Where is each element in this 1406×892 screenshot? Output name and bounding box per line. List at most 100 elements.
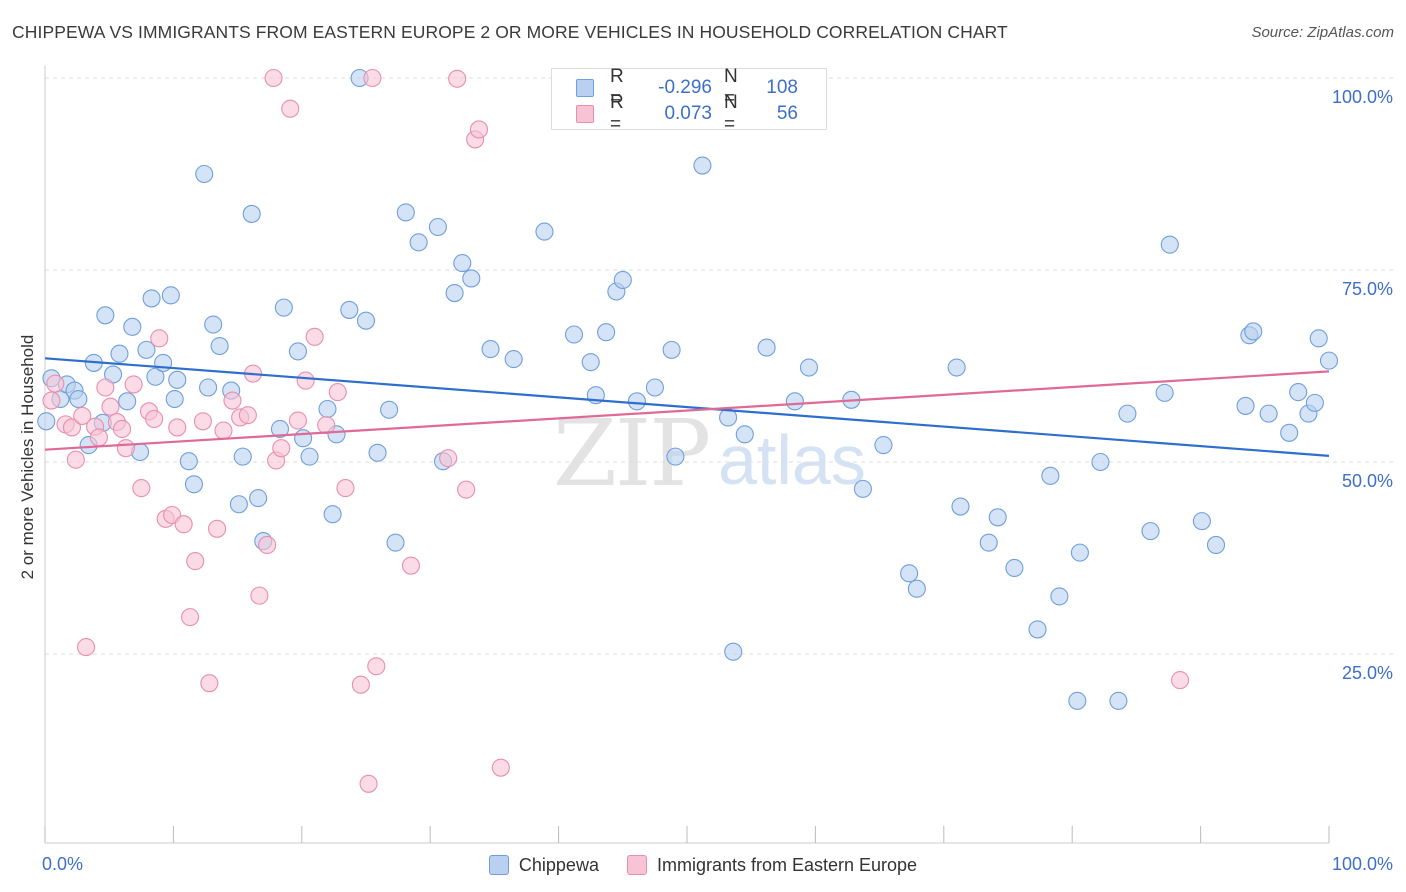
data-point <box>112 419 132 439</box>
chippewa-swatch <box>576 79 594 97</box>
data-point <box>693 156 712 175</box>
data-point <box>242 204 261 223</box>
data-point <box>491 758 510 777</box>
data-point <box>199 378 218 397</box>
data-point <box>469 120 489 139</box>
data-point <box>1028 620 1047 639</box>
data-point <box>947 358 966 377</box>
data-point <box>204 315 223 334</box>
data-point <box>281 99 300 118</box>
data-point <box>1160 235 1179 254</box>
legend-item-chippewa[interactable]: Chippewa <box>488 854 599 876</box>
data-point <box>453 254 472 273</box>
data-point <box>145 409 164 429</box>
data-point <box>249 489 268 508</box>
data-point <box>386 533 405 552</box>
data-point <box>1155 383 1174 402</box>
series-legend: Chippewa Immigrants from Eastern Europe <box>0 852 1406 878</box>
data-point <box>193 412 212 431</box>
data-point <box>1192 512 1211 531</box>
data-point <box>666 447 685 466</box>
data-point <box>448 69 467 88</box>
legend-row-immigrants: R = 0.073 N = 56 <box>576 92 798 135</box>
trend-lines <box>44 357 1330 457</box>
data-point <box>785 392 804 411</box>
legend-row-chippewa: R = -0.296 N = 108 <box>576 66 798 109</box>
data-point <box>428 217 447 237</box>
data-point <box>504 350 523 369</box>
r-label: R = <box>610 66 624 109</box>
chart-title: CHIPPEWA VS IMMIGRANTS FROM EASTERN EURO… <box>12 22 1008 42</box>
data-point <box>445 283 464 303</box>
data-point <box>351 675 370 694</box>
data-point <box>150 329 169 348</box>
data-point <box>250 586 269 605</box>
data-point <box>89 428 108 447</box>
data-point <box>229 495 248 514</box>
data-point <box>210 336 229 356</box>
data-point <box>42 391 61 410</box>
data-point <box>323 505 342 524</box>
data-point <box>223 391 242 410</box>
data-point <box>317 416 336 435</box>
data-point <box>233 447 252 466</box>
axes <box>44 66 1330 844</box>
data-point <box>979 533 998 552</box>
data-point <box>123 317 142 336</box>
data-point <box>724 642 743 661</box>
legend-item-immigrants[interactable]: Immigrants from Eastern Europe <box>626 855 917 876</box>
immigrants-swatch <box>576 105 594 123</box>
data-point <box>168 370 187 389</box>
immigrants-points <box>42 68 1190 793</box>
data-point <box>208 519 227 538</box>
data-point <box>288 342 307 361</box>
data-point <box>181 608 200 627</box>
data-point <box>1236 396 1255 415</box>
data-point <box>132 479 151 498</box>
data-point <box>142 289 161 308</box>
data-point <box>328 383 347 402</box>
data-point <box>1280 423 1299 442</box>
data-point <box>900 564 919 583</box>
data-point <box>1005 558 1024 578</box>
r-value: 0.073 <box>664 103 712 124</box>
data-point <box>179 452 198 471</box>
data-point <box>101 397 120 416</box>
data-point <box>535 222 554 241</box>
data-point <box>1070 543 1089 562</box>
trend-line-immigrants <box>44 370 1330 451</box>
data-point <box>238 406 257 425</box>
stats-legend: R = -0.296 N = 108 R = 0.073 N = 56 <box>551 66 827 135</box>
data-point <box>581 353 600 372</box>
data-point <box>907 579 926 598</box>
data-point <box>200 674 219 693</box>
data-point <box>161 286 180 305</box>
data-point <box>305 327 324 346</box>
data-point <box>1244 322 1263 341</box>
legend-label-chippewa: Chippewa <box>518 854 599 875</box>
y-tick-label: 100.0% <box>1332 87 1393 107</box>
data-point <box>645 378 664 397</box>
data-point <box>951 497 970 516</box>
data-point <box>37 412 56 431</box>
data-point <box>462 269 481 288</box>
data-point <box>214 421 233 440</box>
data-point <box>439 449 458 468</box>
data-point <box>874 436 893 455</box>
data-point <box>300 447 319 466</box>
data-point <box>116 439 135 458</box>
data-point <box>1041 466 1060 485</box>
data-point <box>110 344 129 363</box>
data-point <box>1109 691 1128 710</box>
data-point <box>272 439 291 458</box>
data-point <box>294 429 313 448</box>
data-point <box>597 323 616 342</box>
data-point <box>1118 404 1137 423</box>
data-point <box>356 311 376 330</box>
data-point <box>318 399 337 419</box>
r-label: R = <box>610 92 624 135</box>
data-point <box>165 389 184 409</box>
data-point <box>73 406 92 425</box>
data-point <box>270 419 290 439</box>
